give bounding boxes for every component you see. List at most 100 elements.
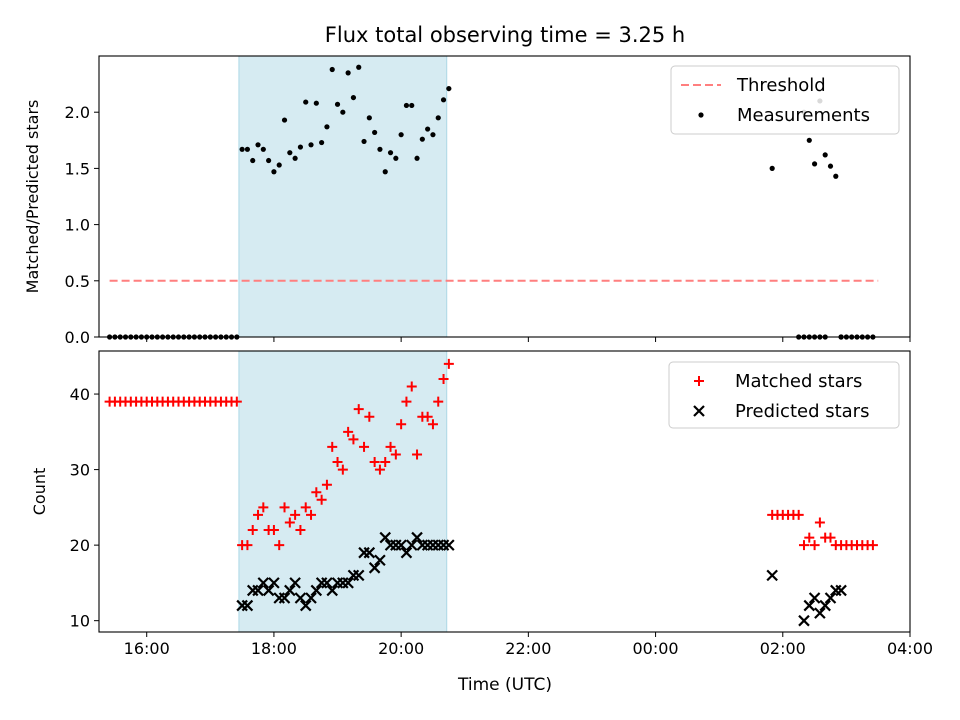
predicted-star-point [374,554,386,567]
measurement-point [271,169,277,175]
predicted-star-point [400,546,413,559]
matched-star-point [284,517,295,528]
matched-star-point [804,532,815,543]
x-tick-label: 00:00 [633,639,679,658]
legend-box [668,361,900,429]
predicted-star-point [798,614,810,627]
predicted-star-point [321,577,333,589]
y-tick-label: 10 [70,612,90,631]
y-tick-label: 2.0 [65,103,90,122]
measurement-point [287,150,293,156]
measurement-point [414,155,420,161]
matched-star-point [867,540,878,551]
measurement-point [340,109,346,115]
matched-star-point [268,525,279,536]
measurement-point [329,66,335,73]
y-tick-label: 40 [70,385,90,404]
y-tick-label: 1.5 [65,159,90,178]
legend-matched-swatch [694,376,704,386]
measurement-point [324,124,330,130]
matched-star-point [427,419,438,430]
measurement-point [239,146,245,152]
measurement-point [319,139,325,146]
predicted-star-point [819,599,831,612]
matched-star-point [279,502,290,513]
predicted-star-point [808,592,821,604]
matched-star-point [825,532,836,543]
predicted-star-point [803,599,816,612]
matched-star-point [327,441,338,452]
y-tick-label: 1.0 [65,216,90,235]
measurement-point [377,146,383,152]
observing-window-shade [238,55,448,338]
measurement-point [255,142,261,148]
predicted-star-point [405,539,418,551]
legend: Threshold Measurements [670,65,900,135]
measurement-point [281,117,288,123]
matched-star-point [247,525,258,536]
measurement-point [356,64,362,70]
matched-star-point [380,457,391,468]
matched-star-point [321,479,332,490]
matched-star-point [798,540,809,551]
matched-star-point [385,441,396,452]
measurement-point [382,169,388,175]
measurement-point [806,137,812,143]
measurement-point [827,163,834,169]
matched-star-point [353,404,364,415]
predicted-star-point [289,577,301,589]
bottom-panel: 16:00 18:00 20:00 22:00 00:00 02:00 04:00 10 20 3… [30,350,933,658]
series-predicted-stars [236,531,847,627]
measurement-point [398,132,404,138]
measurement-point [276,162,282,168]
series-matched-stars [104,358,878,551]
y-axis-label: Count [30,468,49,516]
predicted-star-point [278,592,291,604]
matched-star-point [348,434,359,445]
predicted-star-point [766,569,778,582]
y-tick-label: 20 [70,536,90,555]
matched-star-point [438,373,449,384]
x-axis-label: Time (UTC) [457,675,552,695]
measurement-point [250,157,256,164]
measurement-point [266,157,272,164]
legend-measurement-swatch [698,112,704,118]
measurement-point [425,126,431,132]
legend-predicted-swatch [693,405,705,417]
matched-star-point [337,464,348,475]
measurement-point [308,142,314,148]
measurement-point [292,155,298,161]
x-tick-label: 20:00 [378,639,424,658]
measurement-point [769,165,775,171]
predicted-star-point [352,569,365,582]
measurement-point [244,146,251,152]
matched-star-point [374,464,385,475]
predicted-star-point [824,592,837,604]
x-tick-label: 18:00 [251,639,297,658]
x-tick-label: 22:00 [505,639,551,658]
measurement-point [446,85,452,92]
figure-title: Flux total observing time = 3.25 h [325,23,685,47]
matched-star-point [396,419,407,430]
measurement-point [350,94,357,101]
measurement-point [440,97,447,103]
matched-star-point [332,457,343,468]
measurement-point [435,115,441,121]
predicted-star-point [257,577,270,589]
matched-star-point [253,509,264,520]
legend-label: Measurements [737,105,870,126]
matched-star-point [295,525,306,536]
predicted-star-point [268,577,280,589]
predicted-star-point [814,607,826,619]
predicted-star-point [363,546,376,559]
matched-star-point [343,426,354,437]
predicted-star-point [379,531,392,544]
measurement-point [430,132,436,138]
y-tick-label: 0.5 [65,272,90,291]
measurement-point [345,70,351,76]
x-tick-label: 04:00 [887,639,933,658]
measurement-point [297,144,304,150]
y-tick-label: 0.0 [65,328,90,347]
x-tick-label: 02:00 [760,639,806,658]
predicted-star-point [241,599,254,612]
